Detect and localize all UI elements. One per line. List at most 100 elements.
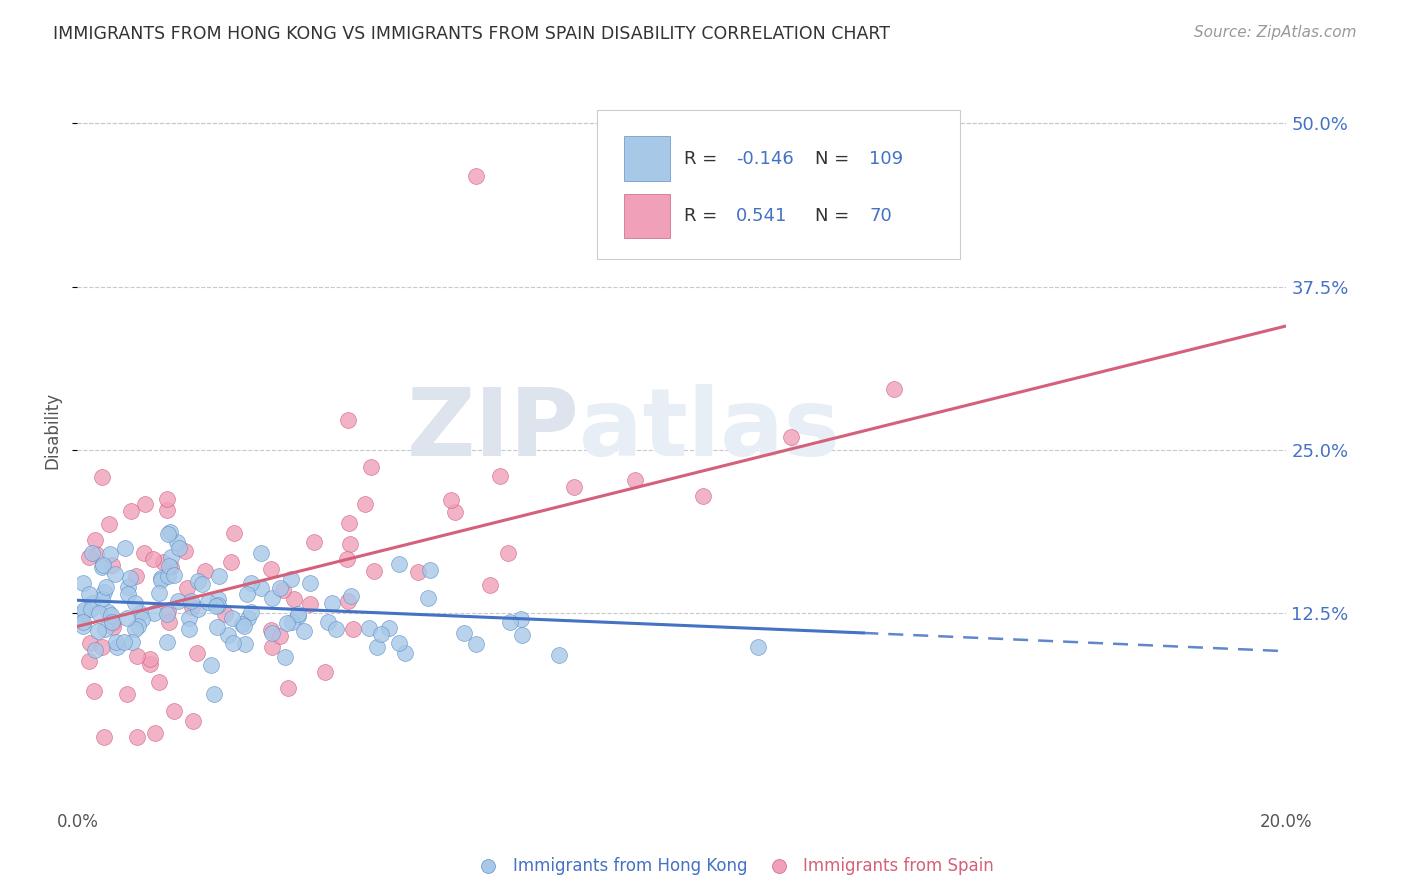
Point [318,615,340,629]
Point [114,541,136,555]
Point [388,557,411,571]
Point [488,469,510,483]
Point [240,605,263,619]
Text: R =: R = [685,150,723,168]
Point [208,568,231,582]
Point [143,606,166,620]
Point [222,636,245,650]
Text: IMMIGRANTS FROM HONG KONG VS IMMIGRANTS FROM SPAIN DISABILITY CORRELATION CHART: IMMIGRANTS FROM HONG KONG VS IMMIGRANTS … [53,25,890,43]
Point [453,626,475,640]
Point [73,602,96,616]
Point [176,582,198,596]
Y-axis label: Disability: Disability [44,392,62,469]
Point [510,628,533,642]
Text: Immigrants from Spain: Immigrants from Spain [803,857,994,875]
Point [166,535,188,549]
Point [148,586,170,600]
Point [510,612,533,626]
Point [84,643,107,657]
Point [84,547,107,561]
Point [276,615,298,630]
Point [232,619,254,633]
Point [547,648,569,663]
Point [87,606,110,620]
Point [299,597,322,611]
Point [187,574,209,588]
Point [388,636,411,650]
Point [79,550,101,565]
Point [142,552,165,566]
Point [79,636,101,650]
Point [156,503,179,517]
Point [250,546,273,560]
Point [90,470,112,484]
Point [499,615,522,629]
Point [187,602,209,616]
Point [314,665,336,680]
Point [214,607,236,621]
Point [340,589,363,603]
Point [167,541,190,556]
Point [101,615,124,630]
Point [150,571,173,585]
Point [93,731,115,745]
Point [260,562,283,576]
Point [562,480,585,494]
Point [186,646,208,660]
Point [91,559,114,574]
Point [125,731,148,745]
Point [93,585,115,599]
Point [72,619,94,633]
Point [101,620,124,634]
Point [406,566,429,580]
Text: Source: ZipAtlas.com: Source: ZipAtlas.com [1194,25,1357,40]
Point [302,535,325,549]
Point [238,611,260,625]
Point [299,575,322,590]
Point [117,580,139,594]
Point [138,651,160,665]
Point [464,637,486,651]
Point [339,537,361,551]
Point [134,546,156,560]
Point [336,551,359,566]
Point [236,587,259,601]
Point [363,564,385,578]
Point [125,569,148,583]
Point [152,555,174,569]
Point [143,725,166,739]
Point [84,533,107,547]
Point [139,657,162,671]
Point [197,595,219,609]
FancyBboxPatch shape [598,110,960,259]
Point [274,650,297,665]
Text: 70: 70 [869,207,891,225]
Point [260,623,283,637]
Point [124,597,146,611]
Point [249,581,271,595]
Point [120,504,142,518]
Point [127,649,149,664]
Point [112,635,135,649]
Point [292,624,315,639]
Point [465,169,488,183]
Point [104,566,127,581]
Point [163,704,186,718]
Point [377,621,399,635]
Point [280,615,302,630]
Point [82,596,104,610]
Point [79,587,101,601]
Point [496,546,519,560]
Point [419,563,441,577]
Point [157,568,180,582]
Point [150,573,173,587]
Point [205,599,228,613]
Point [221,610,243,624]
Point [360,459,382,474]
Point [82,546,104,560]
Point [105,640,128,654]
Point [271,582,294,597]
Point [262,625,284,640]
Point [207,592,229,607]
Point [779,430,801,444]
